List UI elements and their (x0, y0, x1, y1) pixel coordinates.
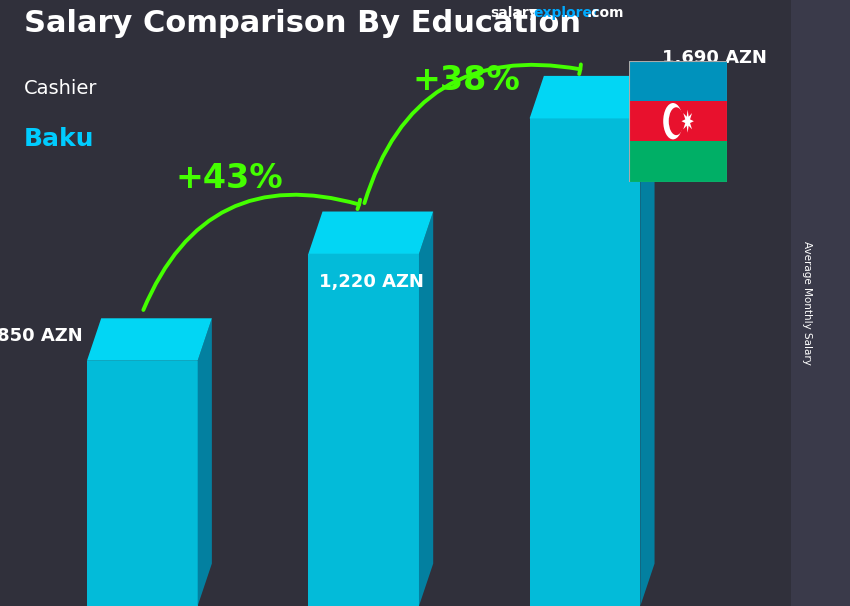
Text: Cashier: Cashier (24, 79, 97, 98)
Bar (629, 61, 727, 101)
Text: +38%: +38% (412, 64, 520, 98)
Text: 850 AZN: 850 AZN (0, 327, 83, 345)
Text: explorer: explorer (534, 6, 599, 20)
Polygon shape (309, 254, 419, 606)
Text: Salary Comparison By Education: Salary Comparison By Education (24, 9, 581, 38)
Bar (629, 141, 727, 182)
Polygon shape (87, 318, 212, 361)
Polygon shape (309, 211, 434, 254)
Polygon shape (87, 361, 197, 606)
Polygon shape (530, 76, 654, 118)
Text: .com: .com (586, 6, 624, 20)
Text: 1,220 AZN: 1,220 AZN (319, 273, 424, 291)
Polygon shape (640, 76, 654, 606)
Text: Baku: Baku (24, 127, 94, 152)
Polygon shape (682, 110, 694, 133)
Circle shape (663, 103, 683, 139)
Text: Average Monthly Salary: Average Monthly Salary (802, 241, 813, 365)
Polygon shape (530, 118, 640, 606)
Polygon shape (197, 318, 212, 606)
Text: +43%: +43% (175, 162, 283, 195)
Bar (629, 101, 727, 141)
Circle shape (669, 107, 683, 135)
Polygon shape (419, 211, 434, 606)
Text: 1,690 AZN: 1,690 AZN (662, 49, 768, 67)
Text: salary: salary (490, 6, 538, 20)
